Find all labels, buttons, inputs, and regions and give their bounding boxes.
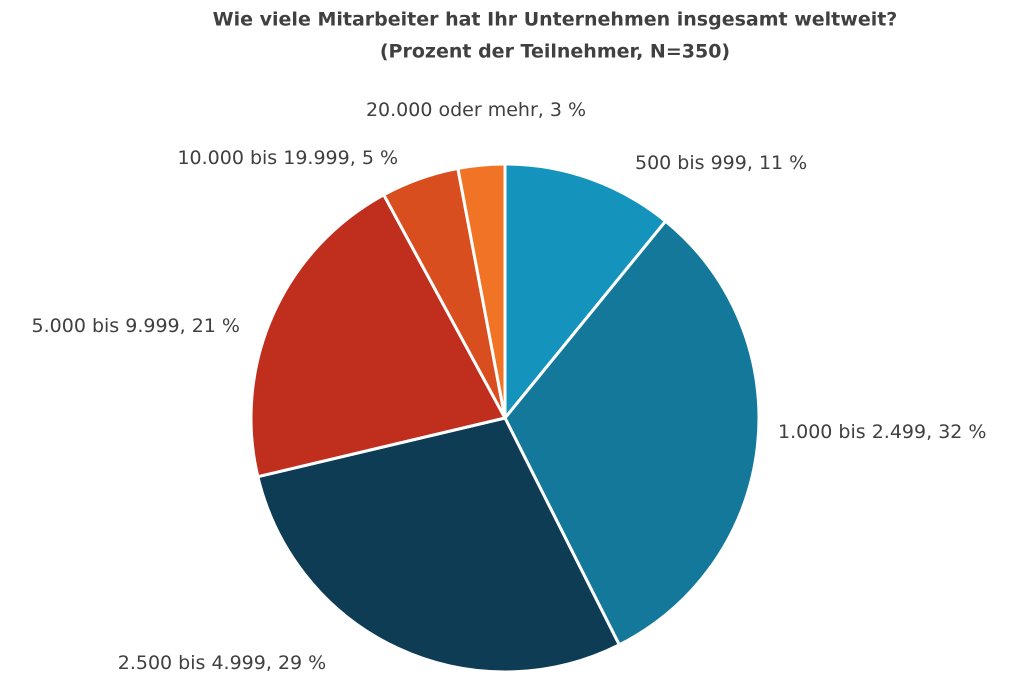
- pie-slice: [456, 162, 507, 420]
- category-label: 500 bis 999: [635, 152, 747, 174]
- value-label: 29 %: [278, 652, 326, 674]
- data-label: 2.500 bis 4.999, 29 %: [118, 652, 326, 674]
- pie-slice: [503, 219, 761, 647]
- value-label: 5 %: [362, 147, 398, 169]
- chart-subtitle: (Prozent der Teilnehmer, N=350): [380, 41, 730, 63]
- label-separator: ,: [180, 315, 192, 337]
- value-label: 21 %: [192, 315, 240, 337]
- label-separator: ,: [538, 99, 550, 121]
- category-label: 5.000 bis 9.999: [32, 315, 180, 337]
- category-label: 20.000 oder mehr: [366, 99, 538, 121]
- data-label: 500 bis 999, 11 %: [635, 152, 807, 174]
- pie-slice: [249, 193, 507, 479]
- data-label: 1.000 bis 2.499, 32 %: [778, 421, 986, 443]
- data-label: 20.000 oder mehr, 3 %: [366, 99, 586, 121]
- label-separator: ,: [926, 421, 938, 443]
- value-label: 32 %: [938, 421, 986, 443]
- label-separator: ,: [747, 152, 759, 174]
- category-label: 1.000 bis 2.499: [778, 421, 926, 443]
- label-separator: ,: [266, 652, 278, 674]
- pie-slice: [503, 162, 668, 420]
- value-label: 11 %: [759, 152, 807, 174]
- category-label: 10.000 bis 19.999: [177, 147, 349, 169]
- category-label: 2.500 bis 4.999: [118, 652, 266, 674]
- data-label: 10.000 bis 19.999, 5 %: [177, 147, 398, 169]
- data-label: 5.000 bis 9.999, 21 %: [32, 315, 240, 337]
- pie-slice: [256, 416, 621, 674]
- label-separator: ,: [350, 147, 362, 169]
- chart-title: Wie viele Mitarbeiter hat Ihr Unternehme…: [213, 9, 898, 31]
- value-label: 3 %: [550, 99, 586, 121]
